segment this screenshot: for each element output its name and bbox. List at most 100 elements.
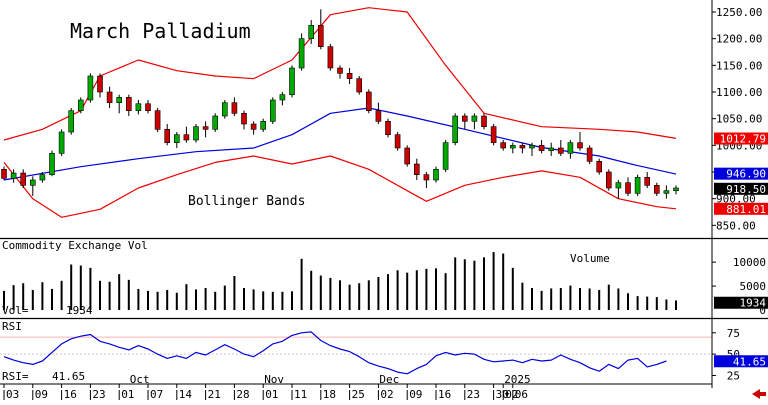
x-tick-label: 21 <box>208 388 221 401</box>
candle-body <box>11 173 16 178</box>
candle-body <box>232 103 237 114</box>
candle-body <box>213 116 218 129</box>
candle-body <box>270 100 275 121</box>
candle-body <box>530 145 535 148</box>
candle-body <box>203 127 208 130</box>
candle-body <box>405 148 410 164</box>
x-tick-label: 14 <box>179 388 193 401</box>
candle-body <box>443 143 448 170</box>
x-tick-label: 23 <box>467 388 480 401</box>
candle-body <box>222 103 227 116</box>
rsi-tick-label: 75 <box>727 327 740 340</box>
price-tick-label: 1100.00 <box>716 86 762 99</box>
volume-panel: Commodity Exchange Vol Volume Vol= 1934 … <box>2 239 768 317</box>
x-month-label: Dec <box>379 373 399 386</box>
rsi-line <box>4 332 666 374</box>
price-tag-label: 946.90 <box>726 168 766 181</box>
price-tag-label: 881.01 <box>726 203 766 216</box>
candle-body <box>184 135 189 140</box>
volume-readout-label: Vol= <box>2 304 29 317</box>
candle-body <box>366 92 371 111</box>
volume-series-label: Volume <box>570 252 610 265</box>
scroll-left-icon[interactable] <box>752 389 766 399</box>
candle-body <box>318 25 323 46</box>
candle-body <box>328 47 333 68</box>
candle-body <box>434 169 439 180</box>
candle-body <box>299 39 304 68</box>
lower-bollinger-band <box>4 156 676 217</box>
price-panel: March Palladium Bollinger Bands 850.0090… <box>2 6 768 232</box>
rsi-last-label: 41.65 <box>733 355 766 368</box>
candle-body <box>424 175 429 180</box>
candle-body <box>2 169 7 178</box>
candle-body <box>21 173 26 185</box>
moving-average-line <box>4 108 676 180</box>
rsi-readout-label: RSI= <box>2 370 29 383</box>
x-tick-label: 06 <box>515 388 528 401</box>
x-tick-label: 02 <box>380 388 393 401</box>
x-month-label: Oct <box>130 373 150 386</box>
candle-body <box>165 129 170 142</box>
x-tick-label: 16 <box>438 388 451 401</box>
candle-body <box>280 95 285 100</box>
candle-body <box>146 104 151 111</box>
candle-body <box>558 148 563 153</box>
candle-body <box>174 135 179 143</box>
candle-body <box>587 148 592 161</box>
candle-body <box>462 116 467 121</box>
candle-body <box>261 121 266 129</box>
candle-body <box>136 104 141 111</box>
x-tick-label: 01 <box>265 388 278 401</box>
volume-tick-label: 5000 <box>740 280 767 293</box>
x-tick-label: 18 <box>323 388 336 401</box>
price-tick-label: 1150.00 <box>716 59 762 72</box>
candle-body <box>645 177 650 185</box>
x-tick-label: 11 <box>294 388 307 401</box>
x-tick-label: 01 <box>121 388 134 401</box>
x-month-label: Nov <box>264 373 284 386</box>
bollinger-annotation: Bollinger Bands <box>188 194 305 209</box>
x-month-label: 2025 <box>504 373 531 386</box>
candle-body <box>194 127 199 140</box>
x-tick-label: 07 <box>150 388 163 401</box>
candle-body <box>395 135 400 148</box>
candle-body <box>107 92 112 103</box>
candle-body <box>69 111 74 132</box>
candle-body <box>664 191 669 194</box>
candle-body <box>155 111 160 130</box>
price-tick-label: 1050.00 <box>716 113 762 126</box>
price-tick-label: 1250.00 <box>716 6 762 19</box>
candle-body <box>453 116 458 143</box>
x-tick-label: 16 <box>64 388 77 401</box>
candle-body <box>386 121 391 134</box>
candle-body <box>520 145 525 148</box>
candle-body <box>549 148 554 151</box>
chart-frame <box>0 0 768 388</box>
chart-title: March Palladium <box>70 19 251 43</box>
volume-readout-value: 1934 <box>66 304 93 317</box>
rsi-tick-label: 25 <box>727 369 740 382</box>
candle-body <box>30 180 35 185</box>
candle-body <box>539 145 544 150</box>
x-tick-label: 23 <box>92 388 105 401</box>
candle-body <box>290 68 295 95</box>
price-tick-label: 850.00 <box>716 219 756 232</box>
candle-body <box>501 143 506 148</box>
candle-body <box>242 113 247 124</box>
candle-body <box>357 79 362 92</box>
candle-body <box>126 97 131 110</box>
candle-body <box>78 100 83 111</box>
candle-body <box>251 124 256 129</box>
candle-body <box>338 68 343 73</box>
volume-tick-label: 10000 <box>733 256 766 269</box>
price-tag-label: 918.50 <box>726 183 766 196</box>
candle-body <box>568 143 573 154</box>
candle-body <box>50 153 55 174</box>
price-tag-label: 1012.79 <box>720 133 766 146</box>
candle-body <box>578 143 583 148</box>
candle-body <box>117 97 122 102</box>
candle-body <box>654 185 659 193</box>
price-tick-label: 1200.00 <box>716 33 762 46</box>
